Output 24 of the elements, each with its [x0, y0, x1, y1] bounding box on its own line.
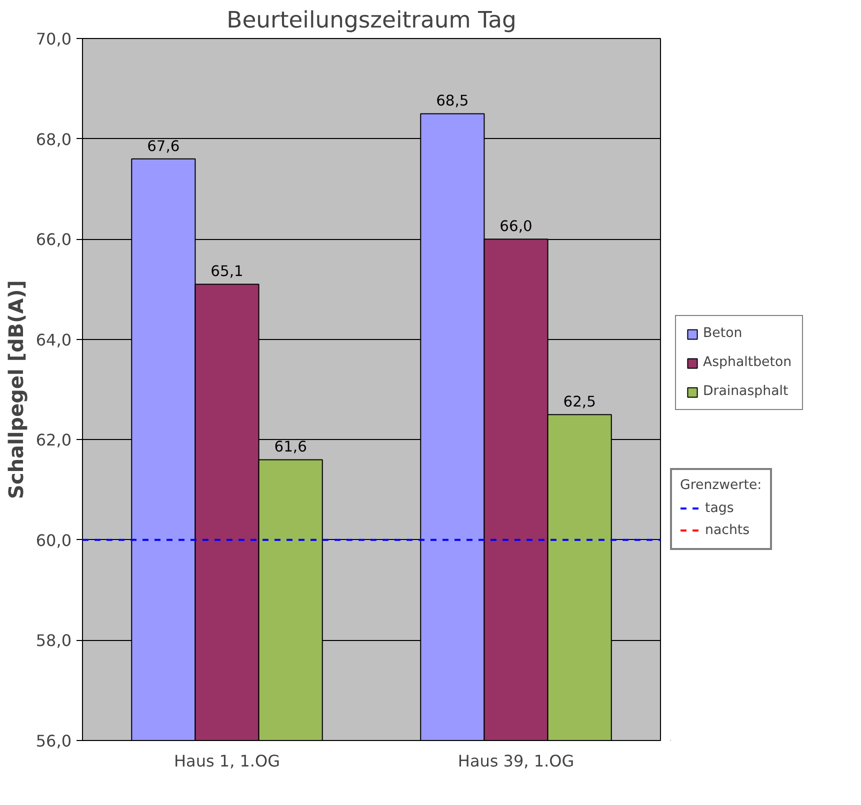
y-tick-label: 58,0 — [36, 631, 72, 650]
text: Grenzwerte: — [680, 478, 762, 493]
y-tick-label: 66,0 — [36, 230, 72, 250]
legend-label: Beton — [703, 326, 742, 341]
legend-label: Drainasphalt — [703, 384, 788, 399]
data-label: 65,1 — [210, 263, 244, 280]
y-tick-label: 68,0 — [36, 130, 72, 149]
y-tick-label: 64,0 — [36, 330, 72, 350]
x-tick-label: Haus 39, 1.OG — [458, 752, 574, 770]
data-label: 62,5 — [563, 394, 596, 411]
y-axis-title: Schallpegel [dB(A)] — [4, 280, 28, 499]
y-tick-label: 56,0 — [36, 732, 72, 750]
y-tick-label: 70,0 — [36, 30, 72, 48]
x-tick-label: Haus 1, 1.OG — [174, 752, 280, 770]
legend-label: tags — [705, 500, 734, 516]
data-label: 67,6 — [147, 138, 180, 155]
y-tick-label: 60,0 — [36, 530, 72, 550]
data-label: 61,6 — [274, 438, 307, 456]
chart-title: Beurteilungszeitraum Tag — [226, 8, 516, 34]
text: nachts — [705, 522, 750, 538]
data-label: 66,0 — [500, 218, 532, 236]
y-tick-label: 62,0 — [36, 430, 72, 450]
legend-label: Asphaltbeton — [703, 355, 792, 370]
data-label: 68,5 — [436, 92, 469, 110]
